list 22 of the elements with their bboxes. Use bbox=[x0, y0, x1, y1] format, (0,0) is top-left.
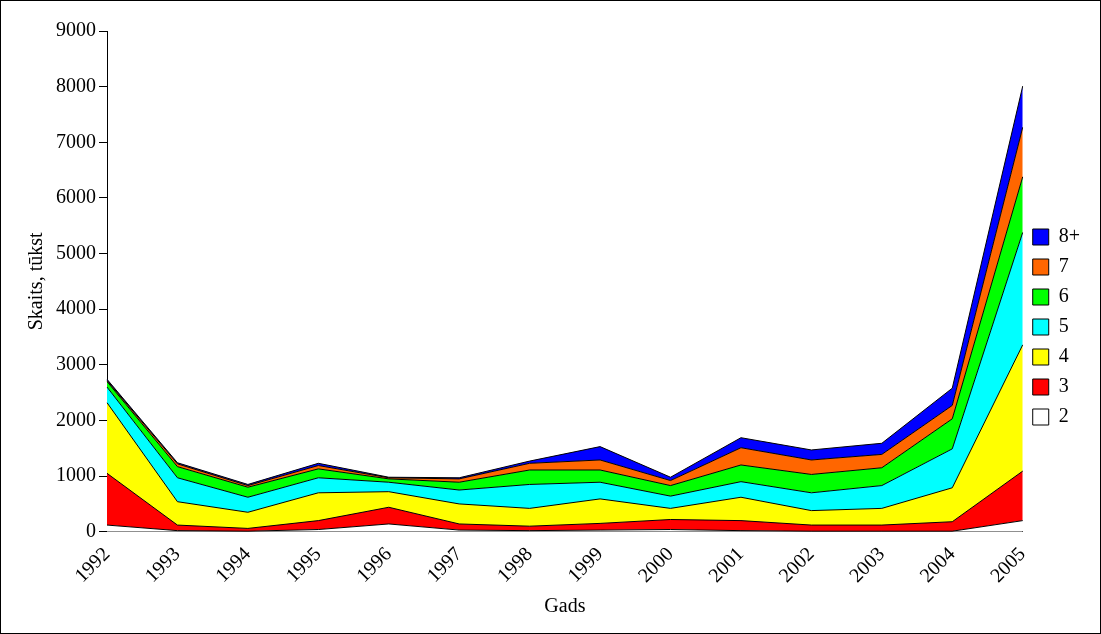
x-tick-label: 1993 bbox=[140, 542, 184, 587]
y-tick-label: 1000 bbox=[56, 463, 96, 486]
y-tick-label: 4000 bbox=[56, 296, 96, 319]
legend-label: 8+ bbox=[1058, 224, 1080, 247]
legend-label: 2 bbox=[1058, 404, 1069, 427]
y-tick-label: 8000 bbox=[56, 73, 96, 96]
legend-label: 3 bbox=[1058, 374, 1069, 397]
legend-label: 5 bbox=[1058, 314, 1069, 337]
y-axis-title: Skaits, tūkst bbox=[24, 232, 47, 331]
y-tick-label: 3000 bbox=[56, 352, 96, 375]
legend-label: 4 bbox=[1058, 344, 1069, 367]
legend-label: 6 bbox=[1058, 284, 1069, 307]
legend-label: 7 bbox=[1058, 254, 1069, 277]
y-tick-label: 6000 bbox=[56, 185, 96, 208]
x-tick-label: 1999 bbox=[562, 542, 607, 587]
x-tick-label: 1992 bbox=[69, 542, 114, 587]
y-tick-label: 9000 bbox=[56, 18, 96, 41]
y-tick-label: 5000 bbox=[56, 240, 96, 263]
x-axis-title: Gads bbox=[544, 594, 586, 617]
y-tick-label: 7000 bbox=[56, 129, 96, 152]
y-tick-label: 2000 bbox=[56, 407, 96, 430]
y-tick-label: 0 bbox=[86, 519, 96, 541]
